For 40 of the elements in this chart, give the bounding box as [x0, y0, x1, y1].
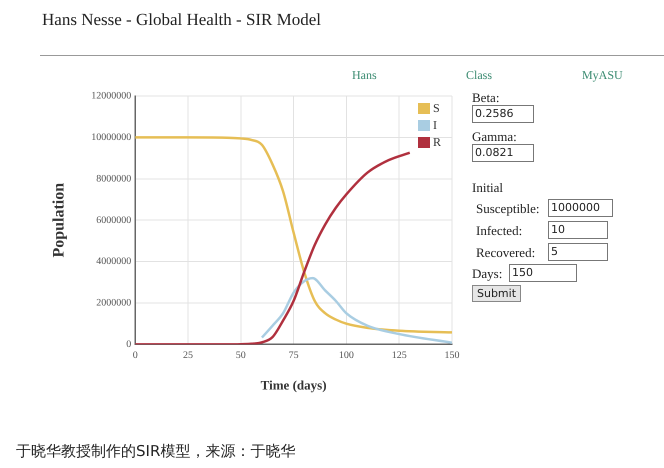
text: 0.0821: [472, 144, 534, 162]
text: Beta:: [472, 90, 500, 106]
text: Recovered:: [476, 245, 536, 261]
legend-label: R: [433, 135, 442, 150]
y-tick-label: 4000000: [96, 256, 132, 268]
text: Initial: [472, 180, 504, 196]
text: Class: [466, 68, 492, 83]
text: MyASU: [582, 68, 623, 83]
chart-title: Hans Nesse - Global Health - SIR Model: [42, 10, 322, 30]
legend-label: I: [433, 118, 437, 132]
x-tick-label: 25: [183, 350, 193, 362]
text: 10: [548, 221, 608, 239]
text: Infected:: [476, 223, 522, 239]
x-axis-title: Time (days): [260, 378, 327, 393]
x-tick-label: 150: [444, 350, 460, 362]
y-tick-label: 2000000: [96, 298, 132, 309]
y-tick-label: 12000000: [91, 90, 132, 102]
y-tick-label: 6000000: [96, 214, 132, 226]
text: Susceptible:: [476, 201, 540, 217]
text: 150: [509, 264, 577, 282]
text: Submit: [472, 285, 522, 302]
x-tick-label: 125: [392, 350, 407, 362]
x-tick-label: 75: [288, 350, 299, 362]
x-tick-label: 50: [236, 350, 246, 362]
text: 5: [548, 243, 608, 261]
y-tick-label: 8000000: [96, 173, 132, 184]
text: 于晓华教授制作的SIR模型，来源：于晓华: [16, 442, 296, 461]
legend-label: S: [433, 101, 440, 116]
y-tick-label: 10000000: [91, 132, 132, 144]
text: 0.2586: [472, 105, 534, 123]
text: Days:: [472, 266, 502, 282]
y-axis-title: Population: [50, 182, 68, 258]
text: Hans: [352, 68, 377, 83]
text: Gamma:: [472, 129, 517, 145]
line-series: [260, 276, 452, 344]
line-series: [135, 151, 412, 344]
line-series: [135, 136, 452, 334]
text: 1000000: [548, 199, 613, 217]
y-tick-label: 0: [126, 339, 132, 350]
x-tick-label: 100: [338, 350, 354, 362]
